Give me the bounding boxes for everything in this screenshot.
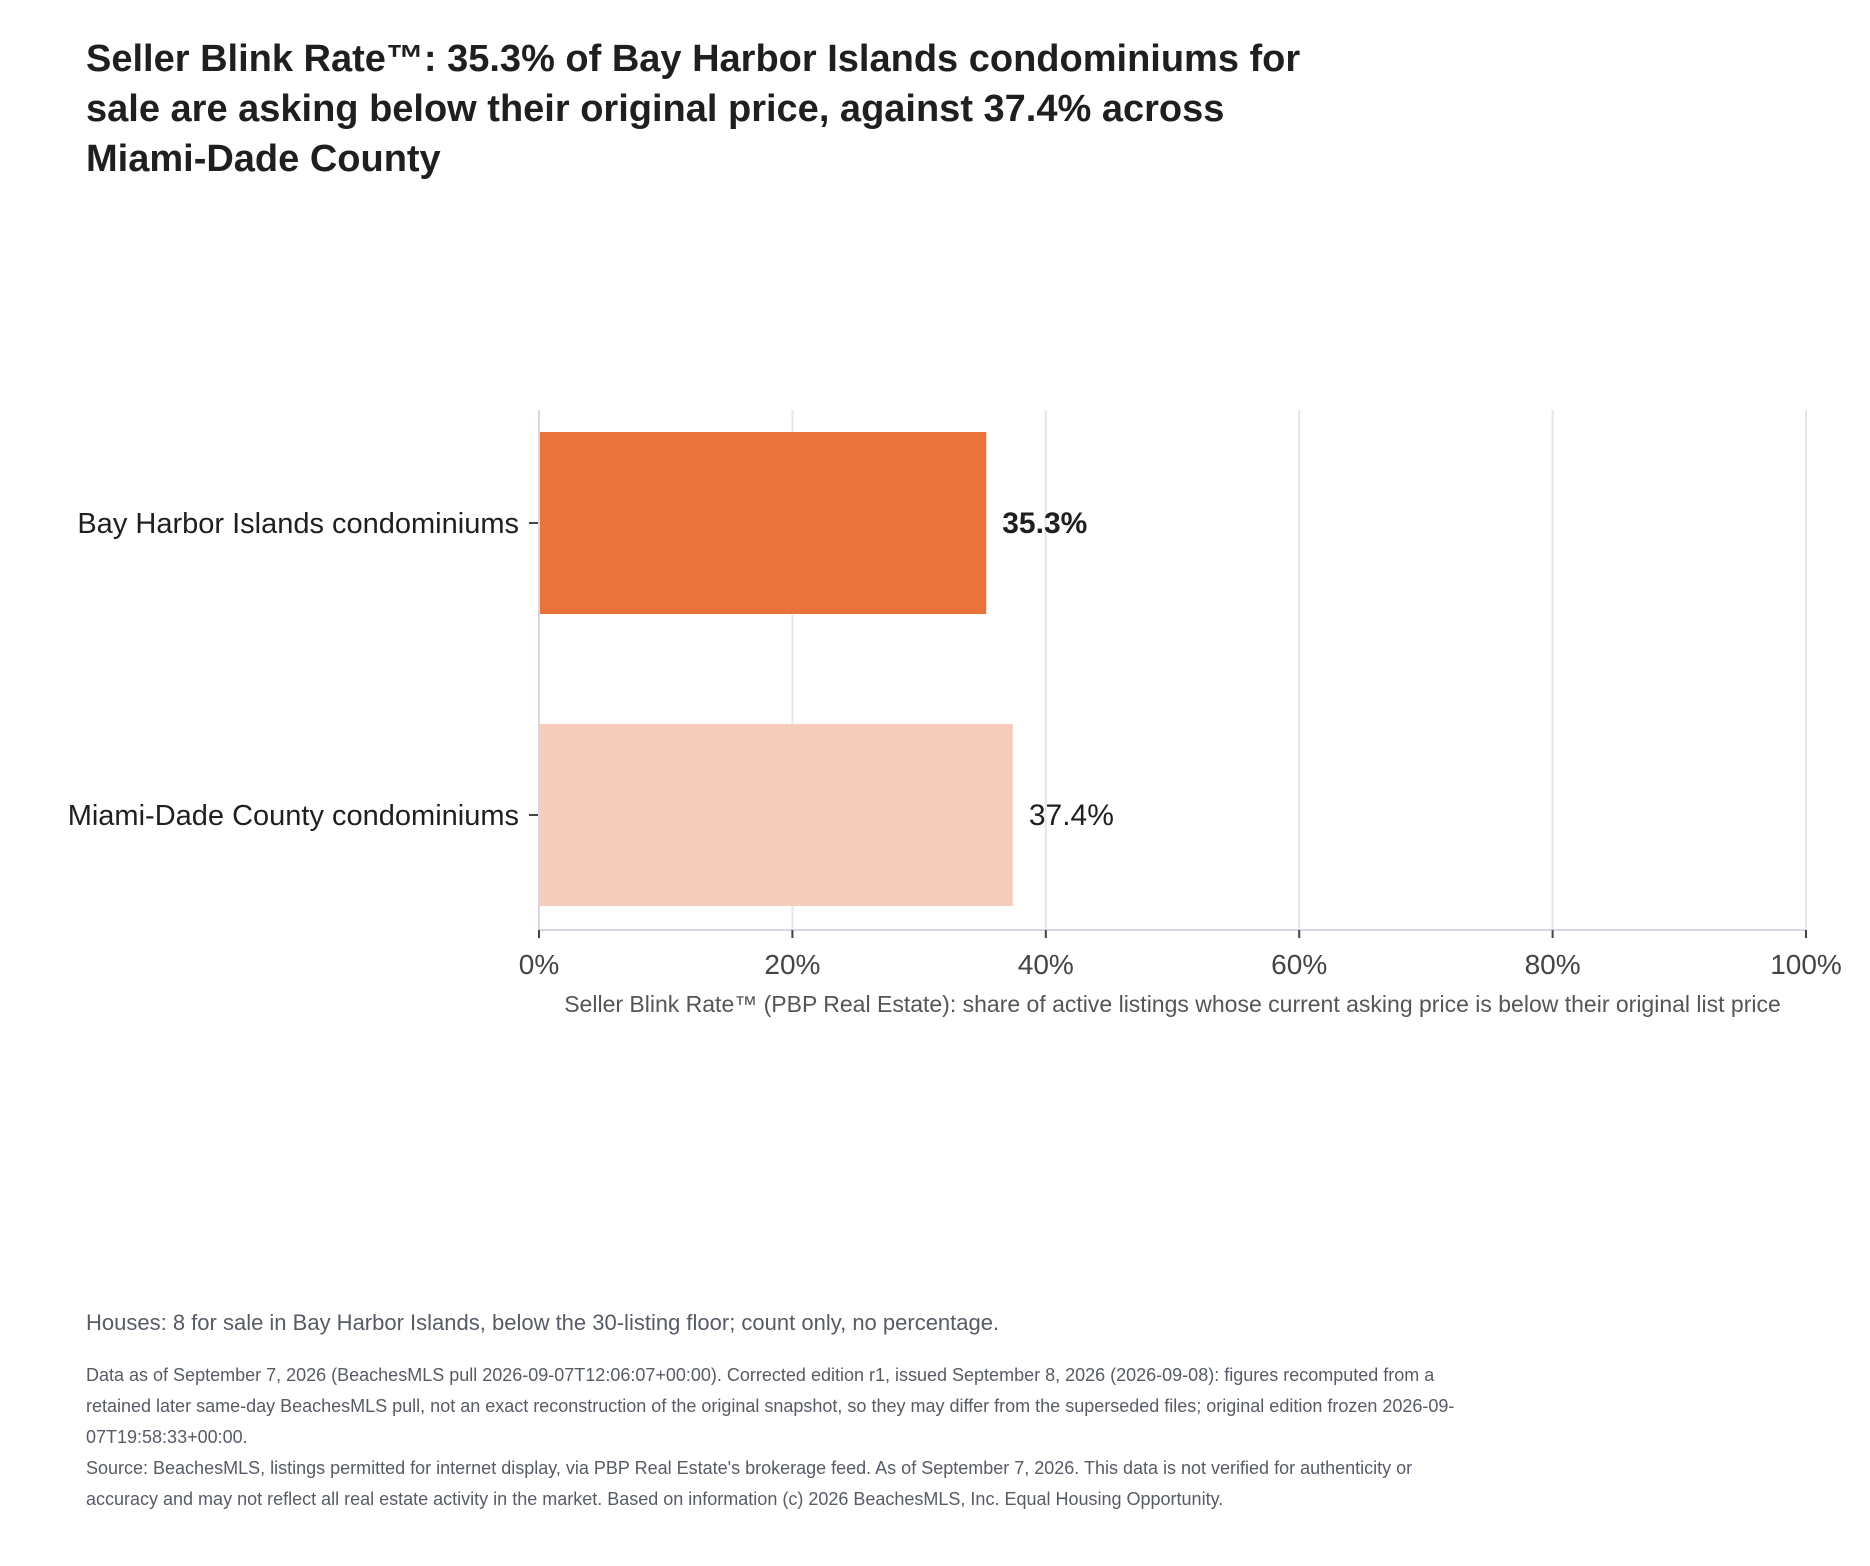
bar-1: [539, 724, 1013, 906]
category-label-0: Bay Harbor Islands condominiums: [77, 508, 519, 540]
bar-chart: 0% 20% 40% 60% 80% 100% Seller Blink Rate™ (PB…: [68, 410, 1842, 1017]
x-axis-title: Seller Blink Rate™ (PBP Real Estate): sh…: [564, 991, 1781, 1017]
category-label-1: Miami-Dade County condominiums: [68, 800, 519, 832]
value-label-0: 35.3%: [1002, 507, 1087, 540]
x-tick-label-4: 80%: [1525, 949, 1581, 980]
x-tick-label-3: 60%: [1271, 949, 1327, 980]
data-as-of-note: Data as of September 7, 2026 (BeachesMLS…: [86, 1365, 1455, 1447]
x-tick-label-5: 100%: [1770, 949, 1842, 980]
chart-title: Seller Blink Rate™: 35.3% of Bay Harbor …: [86, 38, 1301, 180]
x-tick-label-2: 40%: [1018, 949, 1074, 980]
source-note: Source: BeachesMLS, listings permitted f…: [86, 1458, 1413, 1509]
value-label-1: 37.4%: [1029, 799, 1114, 832]
x-tick-label-0: 0%: [519, 949, 559, 980]
bar-0: [539, 432, 987, 614]
x-tick-label-1: 20%: [764, 949, 820, 980]
houses-note: Houses: 8 for sale in Bay Harbor Islands…: [86, 1310, 1000, 1335]
